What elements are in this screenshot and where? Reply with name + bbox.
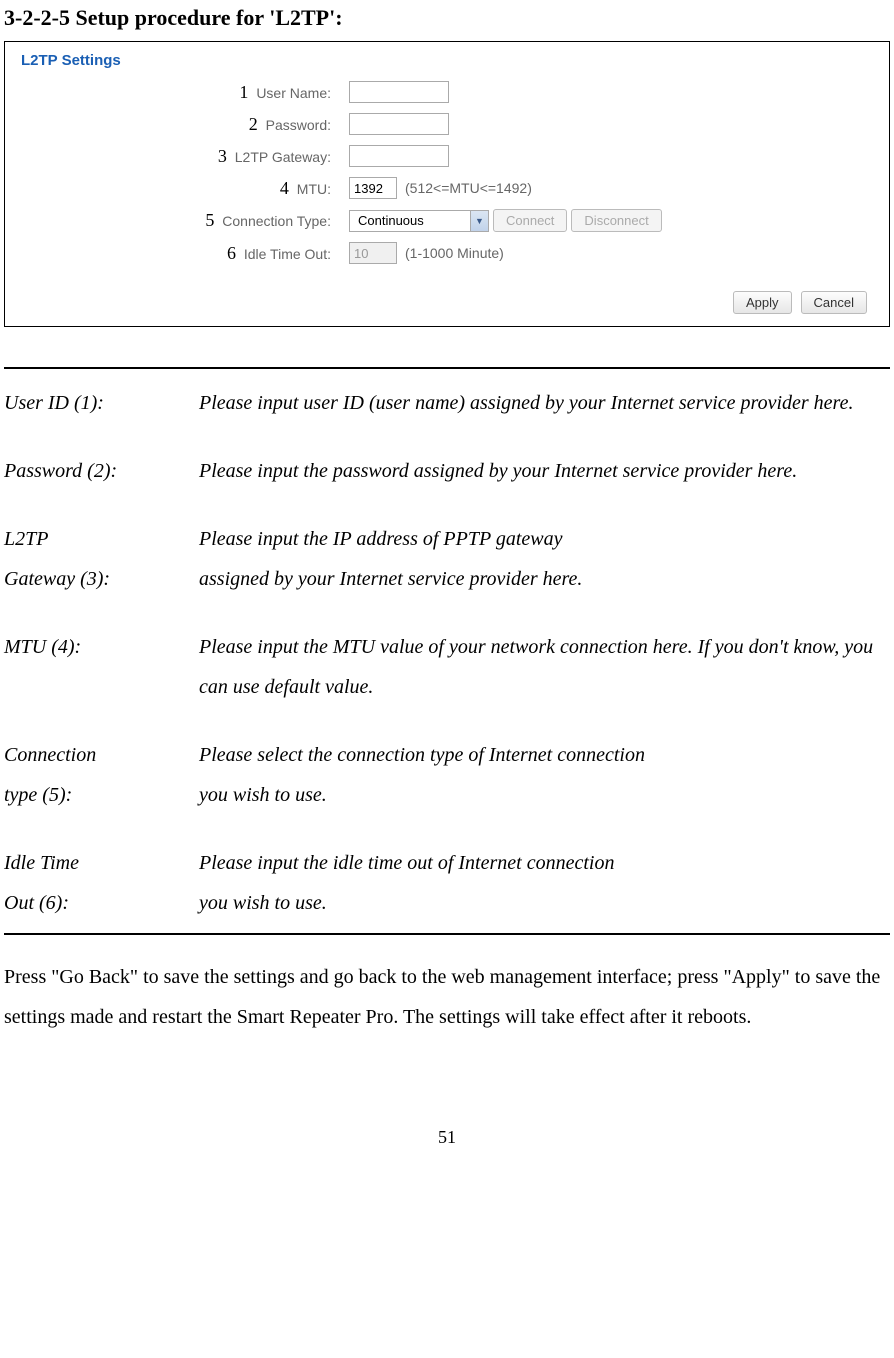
label-gateway: L2TP Gateway:: [235, 149, 331, 165]
def-term: Connection type (5):: [4, 735, 199, 815]
def-row: User ID (1): Please input user ID (user …: [4, 383, 890, 423]
def-desc: Please input the password assigned by yo…: [199, 451, 890, 491]
idle-hint: (1-1000 Minute): [405, 245, 504, 261]
row-conntype: 5 Connection Type: Continuous ▼ Connect …: [19, 209, 875, 232]
def-term: User ID (1):: [4, 383, 199, 423]
def-term: L2TP Gateway (3):: [4, 519, 199, 599]
row-username: 1 User Name:: [19, 81, 875, 103]
def-desc: Please select the connection type of Int…: [199, 735, 890, 815]
section-heading: 3-2-2-5 Setup procedure for 'L2TP':: [4, 5, 890, 31]
def-desc: Please input the idle time out of Intern…: [199, 843, 890, 923]
def-term: MTU (4):: [4, 627, 199, 707]
row-idle: 6 Idle Time Out: (1-1000 Minute): [19, 242, 875, 264]
label-mtu: MTU:: [297, 181, 331, 197]
marker-1: 1: [239, 82, 248, 102]
def-row: Connection type (5): Please select the c…: [4, 735, 890, 815]
divider-bottom: [4, 933, 890, 935]
marker-5: 5: [205, 210, 214, 230]
def-term: Password (2):: [4, 451, 199, 491]
gateway-input[interactable]: [349, 145, 449, 167]
chevron-down-icon: ▼: [470, 211, 488, 231]
mtu-hint: (512<=MTU<=1492): [405, 180, 532, 196]
marker-3: 3: [218, 146, 227, 166]
def-row: MTU (4): Please input the MTU value of y…: [4, 627, 890, 707]
label-conntype: Connection Type:: [222, 213, 331, 229]
username-input[interactable]: [349, 81, 449, 103]
disconnect-button[interactable]: Disconnect: [571, 209, 661, 232]
definitions: User ID (1): Please input user ID (user …: [4, 383, 890, 923]
row-mtu: 4 MTU: (512<=MTU<=1492): [19, 177, 875, 199]
settings-panel: L2TP Settings 1 User Name: 2 Password: 3…: [4, 41, 890, 327]
action-buttons: Apply Cancel: [19, 274, 875, 316]
marker-4: 4: [280, 178, 289, 198]
apply-button[interactable]: Apply: [733, 291, 792, 314]
connect-button[interactable]: Connect: [493, 209, 567, 232]
marker-2: 2: [249, 114, 258, 134]
label-idle: Idle Time Out:: [244, 246, 331, 262]
mtu-input[interactable]: [349, 177, 397, 199]
cancel-button[interactable]: Cancel: [801, 291, 867, 314]
def-desc: Please input the IP address of PPTP gate…: [199, 519, 890, 599]
panel-title: L2TP Settings: [19, 52, 875, 69]
idle-input[interactable]: [349, 242, 397, 264]
conntype-select[interactable]: Continuous ▼: [349, 210, 489, 232]
row-gateway: 3 L2TP Gateway:: [19, 145, 875, 167]
label-username: User Name:: [256, 85, 331, 101]
def-row: Idle Time Out (6): Please input the idle…: [4, 843, 890, 923]
def-row: Password (2): Please input the password …: [4, 451, 890, 491]
label-password: Password:: [266, 117, 331, 133]
closing-text: Press "Go Back" to save the settings and…: [4, 957, 890, 1037]
def-desc: Please input user ID (user name) assigne…: [199, 383, 890, 423]
password-input[interactable]: [349, 113, 449, 135]
page-number: 51: [4, 1127, 890, 1148]
marker-6: 6: [227, 243, 236, 263]
divider-top: [4, 367, 890, 369]
def-term: Idle Time Out (6):: [4, 843, 199, 923]
row-password: 2 Password:: [19, 113, 875, 135]
def-desc: Please input the MTU value of your netwo…: [199, 627, 890, 707]
conntype-selected: Continuous: [350, 213, 470, 228]
def-row: L2TP Gateway (3): Please input the IP ad…: [4, 519, 890, 599]
